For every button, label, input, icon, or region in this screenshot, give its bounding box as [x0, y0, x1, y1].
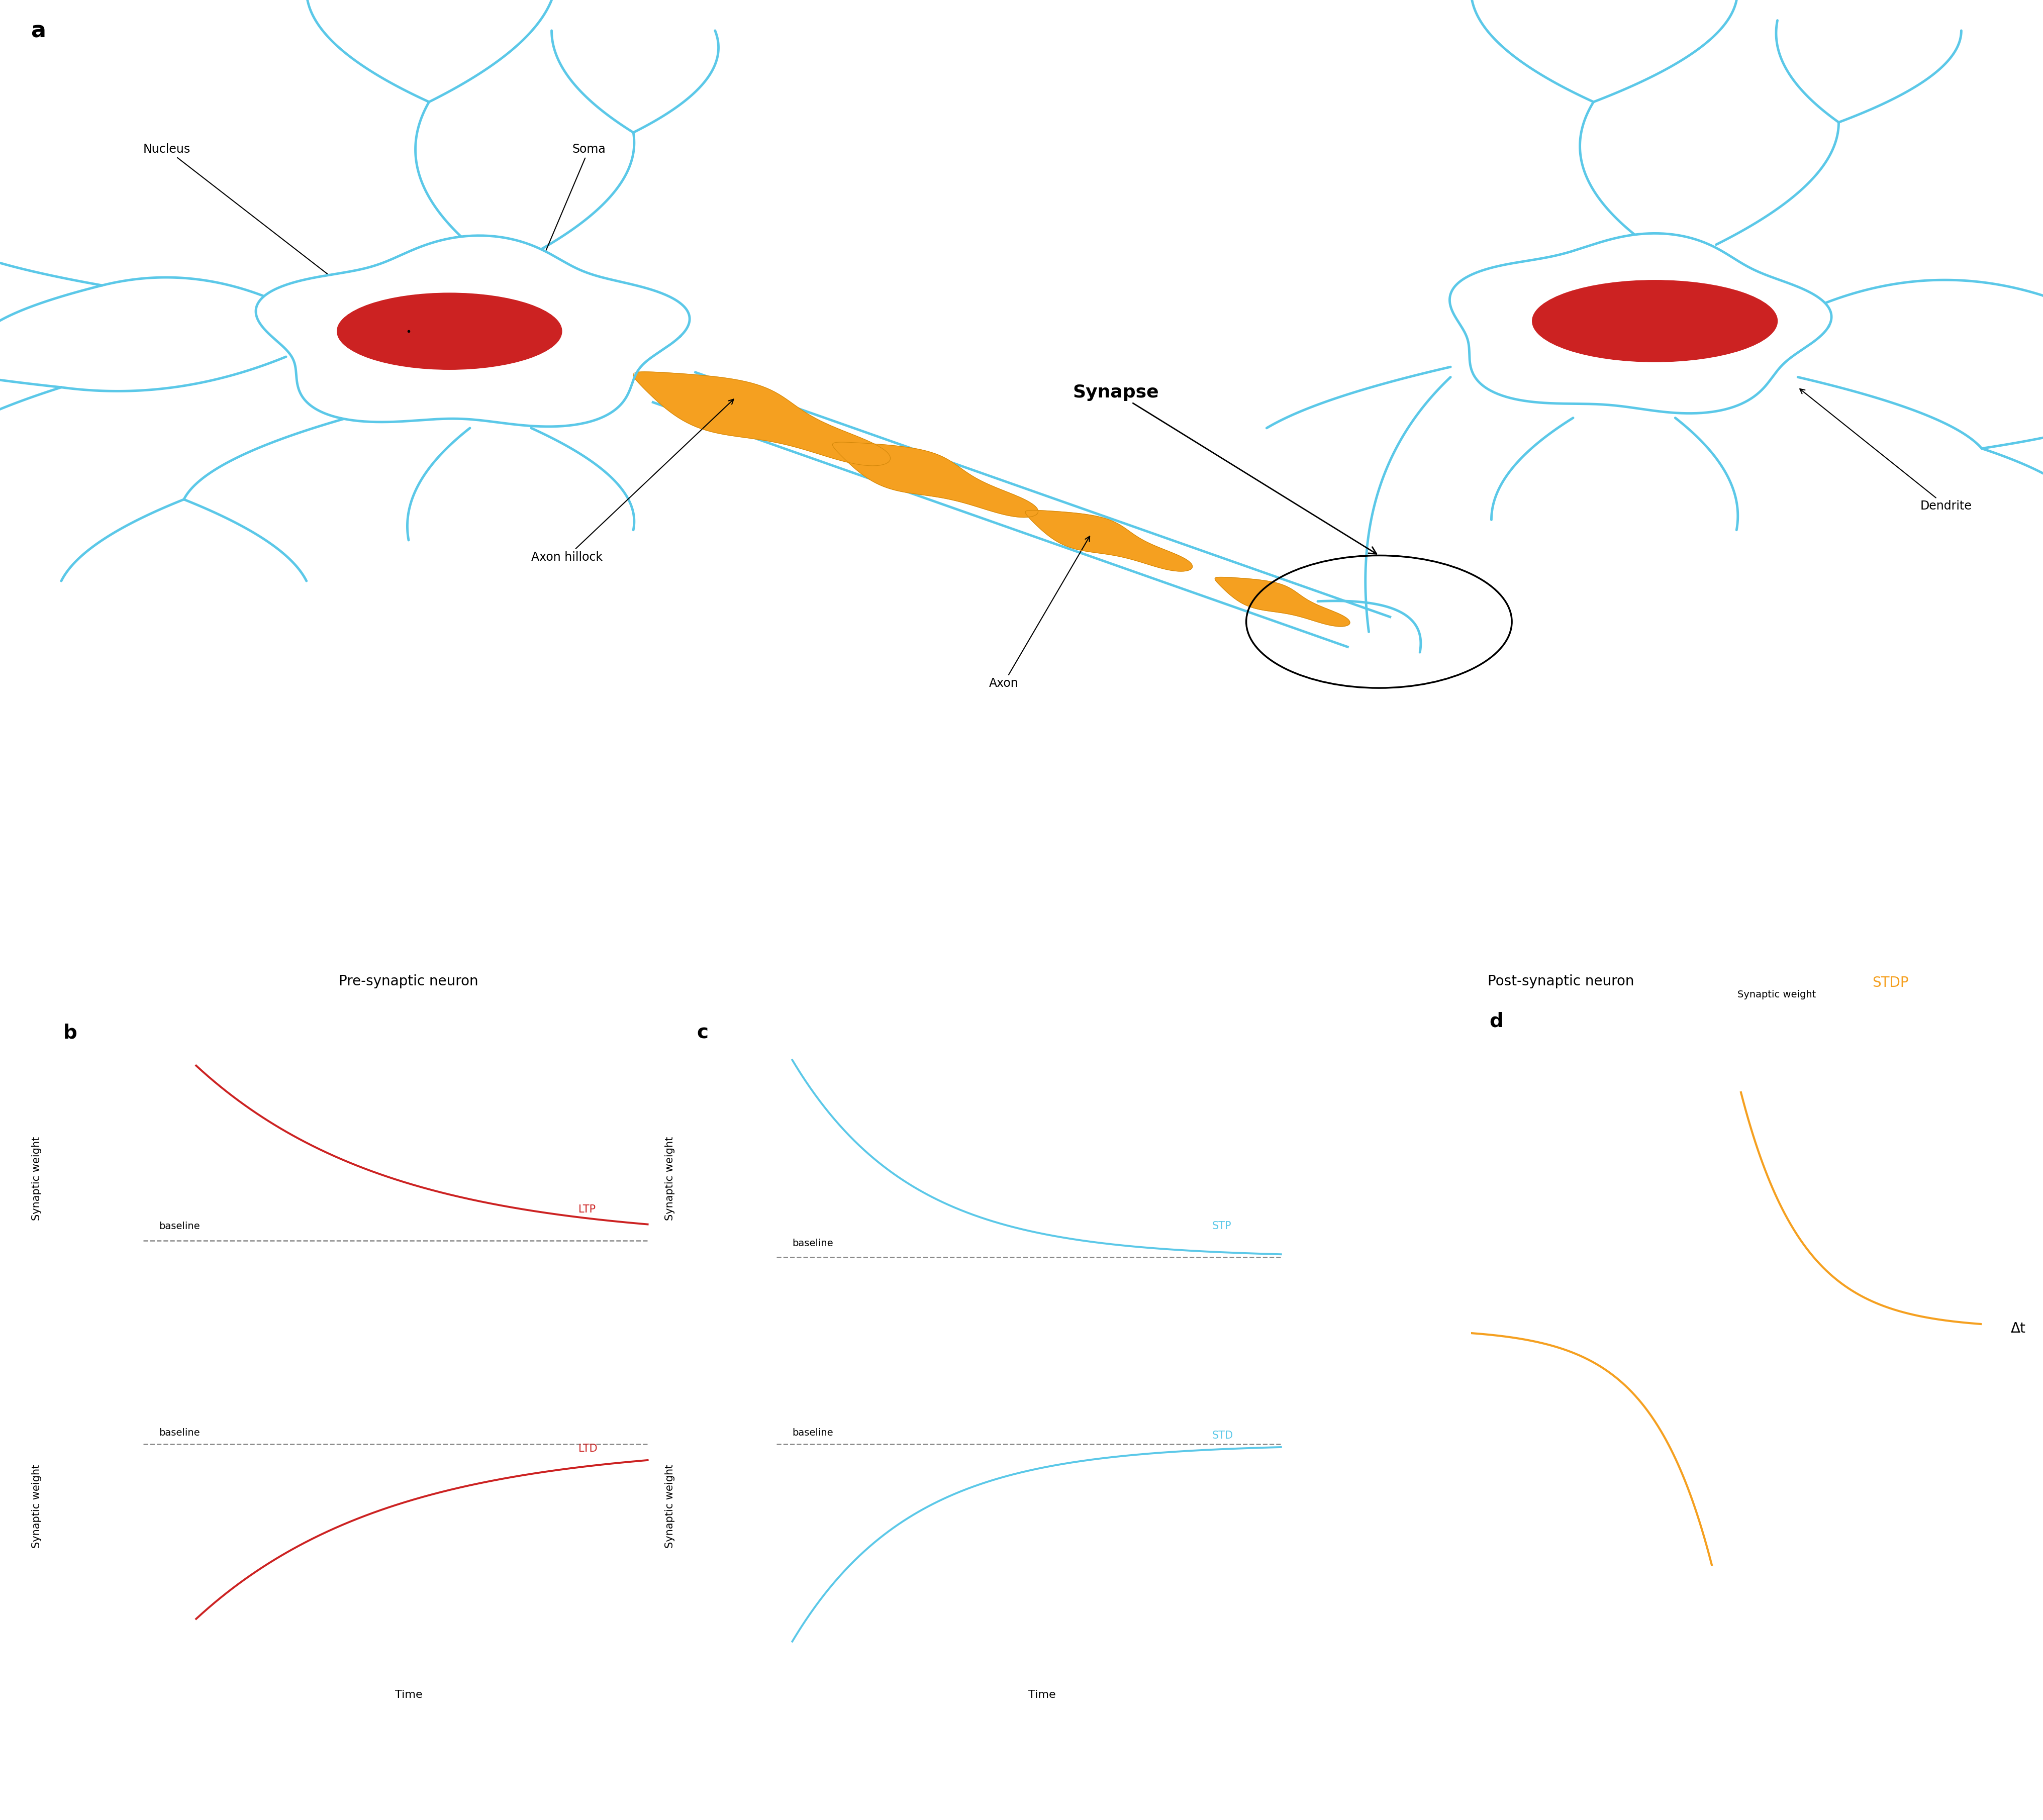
Text: STDP: STDP	[1871, 976, 1908, 990]
Polygon shape	[1216, 577, 1350, 626]
Text: Synaptic weight: Synaptic weight	[33, 1136, 41, 1221]
Text: Synaptic weight: Synaptic weight	[33, 1463, 41, 1549]
Text: Synapse: Synapse	[1073, 384, 1377, 553]
Polygon shape	[633, 371, 891, 466]
Ellipse shape	[337, 293, 562, 369]
Text: baseline: baseline	[793, 1429, 834, 1438]
Text: a: a	[31, 20, 45, 42]
Text: baseline: baseline	[159, 1221, 200, 1232]
Text: Synaptic weight: Synaptic weight	[1737, 990, 1816, 999]
Text: Pre-synaptic neuron: Pre-synaptic neuron	[339, 974, 478, 988]
Text: LTP: LTP	[578, 1205, 597, 1214]
Text: STD: STD	[1211, 1431, 1234, 1441]
Text: Synaptic weight: Synaptic weight	[666, 1136, 674, 1221]
Ellipse shape	[1532, 280, 1777, 362]
Text: STP: STP	[1211, 1221, 1232, 1232]
Text: Soma: Soma	[531, 144, 605, 284]
Text: c: c	[697, 1023, 709, 1043]
Text: Time: Time	[394, 1689, 423, 1700]
Text: Nucleus: Nucleus	[143, 144, 386, 320]
Text: baseline: baseline	[159, 1429, 200, 1438]
Polygon shape	[1451, 233, 1831, 413]
Polygon shape	[832, 442, 1038, 517]
Text: Δt: Δt	[2010, 1321, 2027, 1336]
Text: Post-synaptic neuron: Post-synaptic neuron	[1487, 974, 1634, 988]
Polygon shape	[1026, 510, 1193, 571]
Text: Axon: Axon	[989, 537, 1089, 690]
Text: Dendrite: Dendrite	[1800, 389, 1971, 511]
Text: Synaptic weight: Synaptic weight	[666, 1463, 674, 1549]
Text: LTD: LTD	[578, 1443, 597, 1454]
Polygon shape	[255, 235, 691, 426]
Text: baseline: baseline	[793, 1239, 834, 1249]
Text: b: b	[63, 1023, 78, 1043]
Text: Axon hillock: Axon hillock	[531, 399, 733, 562]
Text: d: d	[1489, 1012, 1504, 1030]
Text: Time: Time	[1028, 1689, 1056, 1700]
